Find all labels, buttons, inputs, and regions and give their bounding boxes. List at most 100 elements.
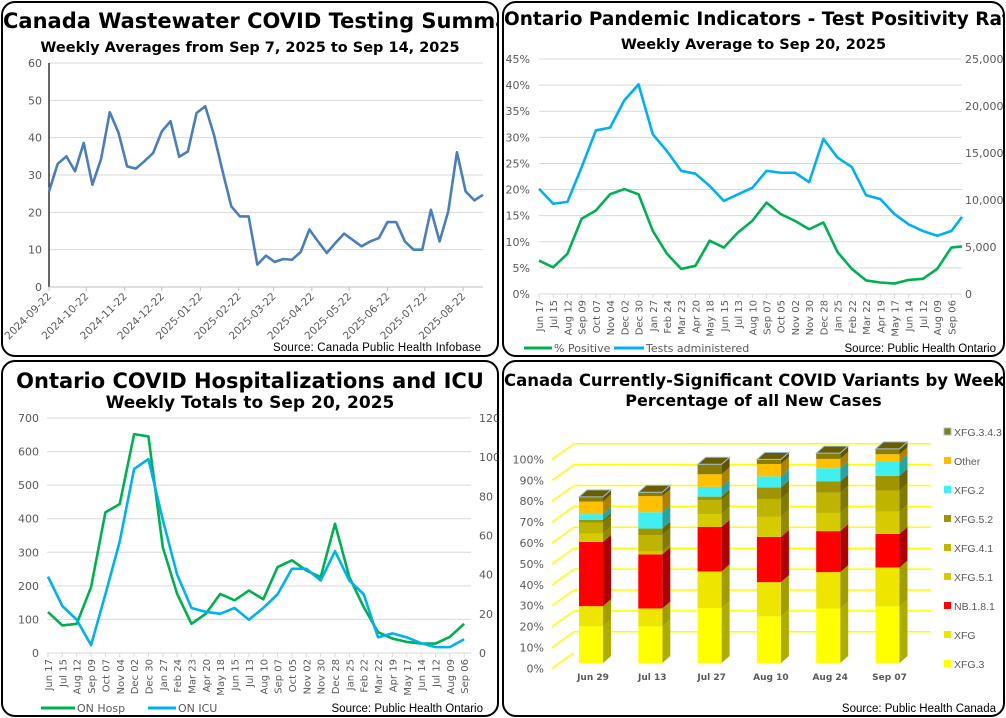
bar-segment-XFG.3 xyxy=(756,616,781,663)
chart-title: Canada Currently-Significant COVID Varia… xyxy=(504,371,1005,390)
y-tick-label: 30% xyxy=(520,600,544,613)
bar-segment-XFG xyxy=(579,606,603,627)
x-tick-label: Feb 22 xyxy=(360,659,371,693)
y-tick-label: 20 xyxy=(28,206,42,219)
bar-side xyxy=(840,474,849,493)
x-tick-label: Apr 20 xyxy=(202,659,213,692)
series-line xyxy=(47,105,484,266)
bar-segment-XFG.3.4.3 xyxy=(756,459,781,465)
x-tick-label: Jul 15 xyxy=(58,659,69,688)
x-tick-label: Jun 15 xyxy=(720,300,731,333)
bar-side xyxy=(899,599,908,663)
y-tick-label: 0 xyxy=(35,281,42,294)
series-line-0 xyxy=(538,187,963,285)
bar-side xyxy=(899,447,908,462)
x-tick-label: Jan 27 xyxy=(159,659,170,691)
x-tick-label: Dec 02 xyxy=(620,300,631,335)
bar-side xyxy=(899,560,908,607)
series-line-1 xyxy=(538,83,964,238)
x-tick-label: Jul 13 xyxy=(245,659,256,688)
x-tick-label: Aug 24 xyxy=(812,673,847,683)
bar-top xyxy=(577,489,613,498)
y-left-tick-label: 200 xyxy=(18,580,39,593)
bar-side xyxy=(603,526,611,542)
x-tick-label: Jun 14 xyxy=(905,300,916,333)
x-tick-label: Aug 09 xyxy=(933,300,944,335)
floor-gridline xyxy=(551,568,575,586)
bar-segment-XFG.5.1 xyxy=(579,533,603,542)
bar-side xyxy=(721,493,730,515)
bar-segment-XFG.3 xyxy=(816,608,841,663)
legend-swatch xyxy=(944,457,951,464)
x-tick-label: May 17 xyxy=(891,300,902,337)
y-right-tick-label: 10,000 xyxy=(965,194,1004,207)
chart-title: Ontario Pandemic Indicators - Test Posit… xyxy=(504,9,1005,30)
bar-side xyxy=(662,619,671,663)
x-tick-label: Aug 09 xyxy=(446,659,457,694)
bar-segment-XFG.3.4.3 xyxy=(638,492,663,497)
x-tick-label: Nov 02 xyxy=(302,659,313,694)
x-tick-label: Aug 12 xyxy=(73,659,84,694)
legend-swatch xyxy=(943,427,952,436)
bar-side xyxy=(840,451,849,469)
x-tick-label: Nov 30 xyxy=(317,659,328,694)
x-tick-label: Feb 24 xyxy=(663,300,674,334)
series-line-0 xyxy=(47,432,466,645)
bar-segment-Other xyxy=(638,496,663,513)
bar-side xyxy=(603,507,611,520)
x-tick-label: Jan 27 xyxy=(649,300,660,332)
legend-swatch xyxy=(944,515,951,522)
x-tick-label: Oct 05 xyxy=(288,659,299,692)
bar-segment-Other xyxy=(875,454,900,462)
x-tick-label: Jan 25 xyxy=(834,300,845,332)
y-left-tick-label: 10% xyxy=(506,236,530,249)
chart-subtitle: Weekly Average to Sep 20, 2025 xyxy=(620,37,887,53)
legend-label: Tests administered xyxy=(645,342,749,355)
x-tick-label: May 18 xyxy=(706,300,717,337)
y-right-tick-label: 5,000 xyxy=(965,241,997,254)
bar-segment-XFG.3.4.3 xyxy=(875,448,900,455)
bar-side xyxy=(603,534,611,607)
bar-side xyxy=(840,461,849,482)
bar-segment-XFG.5.2 xyxy=(816,481,841,493)
x-tick-label: Sep 07 xyxy=(274,659,285,694)
bar-side xyxy=(780,491,789,517)
y-right-tick-label: 0 xyxy=(479,647,486,660)
y-left-tick-label: 15% xyxy=(506,210,530,223)
bar-segment-XFG.3.4.3 xyxy=(816,453,841,459)
bar-segment-XFG xyxy=(697,571,722,609)
bar-segment-XFG.4.1 xyxy=(875,490,900,512)
chart-subtitle: Weekly Totals to Sep 20, 2025 xyxy=(105,393,395,413)
bar-segment-Other xyxy=(697,474,722,487)
x-tick-label: Jun 15 xyxy=(231,659,242,692)
bar-side xyxy=(721,601,730,663)
legend-label: % Positive xyxy=(554,342,611,355)
chart-subtitle: Weekly Averages from Sep 7, 2025 to Sep … xyxy=(40,40,460,56)
floor-gridline xyxy=(551,463,575,481)
bar-segment-XFG.4.1 xyxy=(697,500,722,515)
chart-title: Canada Wastewater COVID Testing Summary xyxy=(3,9,499,33)
x-tick-label: Aug 10 xyxy=(753,673,788,683)
y-left-tick-label: 300 xyxy=(18,546,39,559)
y-right-tick-label: 20 xyxy=(479,608,493,621)
bar-side xyxy=(721,489,730,501)
bar-segment-XFG xyxy=(816,572,841,609)
y-tick-label: 10% xyxy=(520,642,544,655)
y-left-tick-label: 600 xyxy=(18,446,39,459)
bar-side xyxy=(662,544,671,555)
bar-side xyxy=(840,524,849,573)
legend-swatch xyxy=(944,602,951,609)
x-tick-label: Aug 10 xyxy=(748,300,759,335)
bar-side xyxy=(662,505,671,529)
bar-side xyxy=(840,601,849,663)
bar-top xyxy=(874,441,909,450)
floor-gridline xyxy=(551,610,575,628)
legend-label: XFG.2 xyxy=(954,485,985,497)
legend-label: XFG.5.2 xyxy=(954,514,993,526)
bar-side xyxy=(721,564,730,609)
bar-side xyxy=(603,489,611,502)
floor-gridline xyxy=(551,443,575,461)
bar-side xyxy=(721,467,730,487)
bar-segment-XFG.5.1 xyxy=(697,514,722,527)
bar-segment-XFG.2 xyxy=(697,486,722,497)
